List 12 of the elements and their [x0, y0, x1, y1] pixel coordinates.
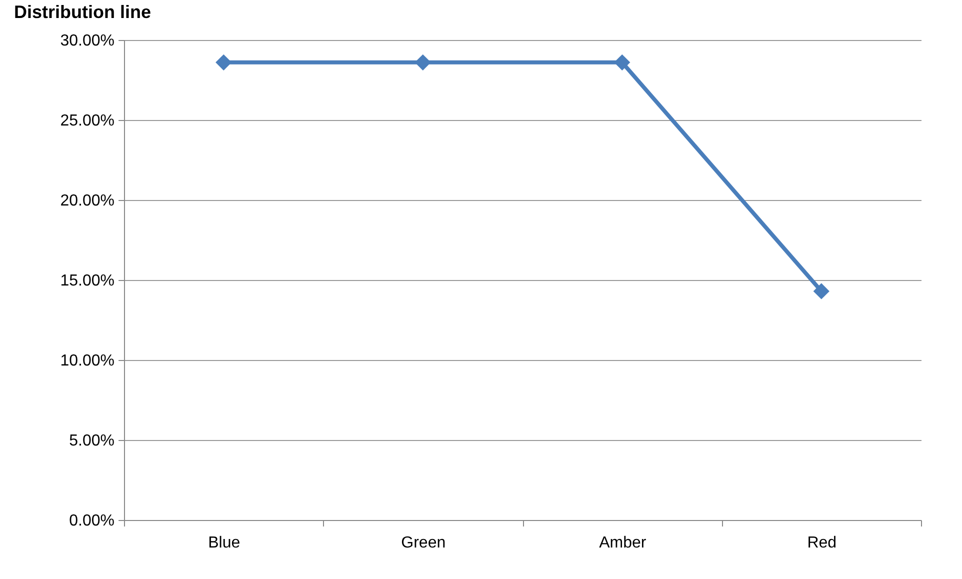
- x-tick-label: Amber: [599, 534, 647, 552]
- chart-title: Distribution line: [14, 2, 151, 22]
- y-tick-label: 10.00%: [60, 352, 114, 370]
- x-tick-label: Red: [807, 534, 837, 552]
- y-tick-label: 30.00%: [60, 32, 114, 50]
- y-tick-label: 0.00%: [69, 512, 114, 530]
- y-tick-label: 25.00%: [60, 112, 114, 130]
- y-tick-label: 15.00%: [60, 272, 114, 290]
- x-tick-label: Green: [401, 534, 446, 552]
- y-tick-label: 5.00%: [69, 432, 114, 450]
- x-tick-label: Blue: [208, 534, 240, 552]
- y-tick-label: 20.00%: [60, 192, 114, 210]
